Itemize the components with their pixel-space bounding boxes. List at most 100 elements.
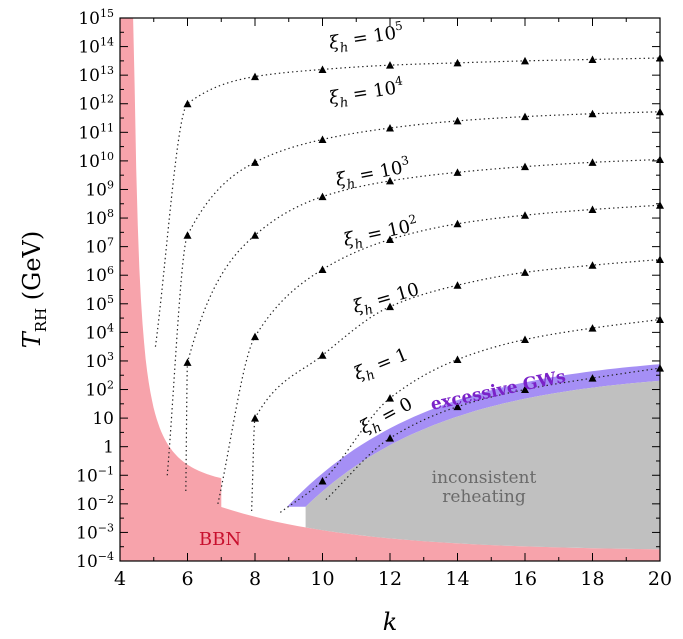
y-tick-label: 10−2 bbox=[76, 493, 114, 515]
y-tick-exponent: −1 bbox=[98, 464, 114, 477]
y-tick-base: 10 bbox=[76, 552, 98, 572]
curve-label-exponent: 4 bbox=[394, 73, 404, 88]
regions-layer bbox=[120, 18, 660, 561]
y-tick-exponent: 2 bbox=[107, 379, 114, 392]
data-marker-1-6 bbox=[588, 109, 597, 118]
y-tick-label: 108 bbox=[85, 207, 114, 229]
data-marker-0-3 bbox=[386, 61, 394, 69]
data-marker-4-5 bbox=[588, 261, 597, 269]
curve-label-value: = 10 bbox=[360, 216, 413, 247]
x-tick-label: 12 bbox=[378, 568, 402, 590]
data-marker-3-0 bbox=[251, 332, 259, 341]
series-curve-0 bbox=[154, 57, 661, 347]
y-tick-label: 1014 bbox=[78, 36, 114, 58]
y-tick-exponent: 14 bbox=[100, 36, 114, 49]
y-tick-base: 10 bbox=[85, 266, 107, 286]
data-marker-2-0 bbox=[183, 358, 192, 366]
data-marker-0-2 bbox=[318, 65, 327, 73]
data-marker-4-1 bbox=[318, 351, 327, 359]
y-tick-exponent: 6 bbox=[107, 264, 114, 277]
data-marker-5-1 bbox=[386, 394, 394, 402]
bbn-label: BBN bbox=[199, 529, 241, 550]
curve-label-subscript: h bbox=[346, 177, 357, 193]
x-tick-label: 10 bbox=[310, 568, 334, 590]
y-tick-exponent: 9 bbox=[107, 178, 114, 191]
x-axis-label: k bbox=[383, 608, 398, 636]
y-axis-label-main: T bbox=[18, 330, 46, 348]
curve-label-0: ξh = 105 bbox=[327, 18, 406, 57]
y-tick-base: 10 bbox=[78, 38, 100, 58]
curves-layer bbox=[154, 54, 664, 513]
curve-label-1: ξh = 104 bbox=[327, 73, 406, 113]
curve-label-subscript: h bbox=[363, 302, 375, 319]
data-marker-4-3 bbox=[453, 281, 462, 289]
bbn-region bbox=[120, 18, 660, 561]
curve-label-3: ξh = 102 bbox=[341, 212, 421, 255]
curve-label-value: = 1 bbox=[368, 344, 411, 378]
curve-label-exponent: 5 bbox=[394, 18, 404, 33]
curve-label-value: = 10 bbox=[346, 23, 398, 51]
frame-layer bbox=[119, 17, 661, 562]
y-axis-label-sub: RH bbox=[32, 308, 50, 332]
y-tick-label: 103 bbox=[85, 350, 114, 372]
y-tick-base: 10 bbox=[76, 523, 98, 543]
data-marker-1-4 bbox=[453, 116, 462, 125]
curve-label-subscript: h bbox=[353, 236, 364, 252]
y-tick-exponent: −2 bbox=[98, 493, 114, 506]
curve-label-subscript: h bbox=[339, 95, 350, 111]
y-tick-label: 102 bbox=[85, 379, 114, 401]
data-marker-2-5 bbox=[521, 162, 529, 171]
y-tick-exponent: 13 bbox=[100, 64, 114, 77]
y-tick-label: 105 bbox=[85, 293, 114, 315]
y-tick-base: 10 bbox=[76, 466, 98, 486]
y-tick-exponent: 12 bbox=[100, 93, 114, 106]
data-marker-0-0 bbox=[183, 99, 192, 108]
curve-label-symbol: ξ bbox=[327, 86, 341, 108]
y-tick-base: 10 bbox=[78, 152, 100, 172]
y-tick-base: 10 bbox=[92, 409, 114, 429]
x-tick-label: 14 bbox=[445, 568, 469, 590]
y-tick-label: 10−4 bbox=[76, 550, 114, 572]
y-tick-label: 10−1 bbox=[76, 464, 114, 486]
y-tick-label: 1 bbox=[103, 438, 114, 458]
y-tick-base: 10 bbox=[85, 323, 107, 343]
curve-label-value: = 10 bbox=[346, 78, 398, 106]
data-marker-6-3 bbox=[588, 374, 597, 382]
data-marker-1-5 bbox=[521, 112, 529, 121]
y-tick-label: 1012 bbox=[78, 93, 114, 115]
y-tick-base: 10 bbox=[78, 66, 100, 86]
data-marker-5-0 bbox=[318, 476, 327, 485]
x-tick-label: 4 bbox=[114, 568, 126, 590]
data-marker-1-0 bbox=[183, 231, 192, 239]
curve-label-symbol: ξ bbox=[327, 31, 341, 53]
data-marker-3-2 bbox=[386, 235, 394, 243]
data-marker-3-4 bbox=[521, 211, 529, 219]
series-curve-3 bbox=[217, 204, 661, 504]
curve-label-2: ξh = 103 bbox=[333, 153, 412, 195]
data-marker-3-5 bbox=[588, 205, 597, 213]
y-tick-exponent: 3 bbox=[107, 350, 114, 363]
labels-layer: 10−410−310−210−1110102103104105106107108… bbox=[18, 7, 672, 636]
data-marker-4-0 bbox=[251, 414, 259, 422]
data-marker-1-1 bbox=[251, 158, 259, 166]
x-tick-label: 6 bbox=[181, 568, 193, 590]
x-tick-label: 18 bbox=[580, 568, 604, 590]
y-axis-label: TRH (GeV) bbox=[18, 231, 50, 348]
curve-label-4: ξh = 10 bbox=[351, 279, 423, 322]
inconsistent-reheating-region bbox=[305, 380, 660, 550]
data-marker-2-2 bbox=[318, 192, 327, 201]
y-tick-exponent: 7 bbox=[107, 236, 114, 249]
inconsistent-reheating-label: reheating bbox=[442, 487, 526, 507]
curve-label-value: = 10 bbox=[352, 157, 405, 187]
y-tick-base: 1 bbox=[103, 438, 114, 458]
inconsistent-reheating-label: inconsistent bbox=[432, 468, 537, 488]
series-curve-6 bbox=[325, 367, 661, 500]
y-tick-base: 10 bbox=[78, 95, 100, 115]
x-tick-label: 8 bbox=[249, 568, 261, 590]
data-marker-1-3 bbox=[386, 124, 394, 132]
data-marker-5-3 bbox=[521, 335, 529, 344]
data-marker-5-4 bbox=[588, 324, 597, 332]
y-tick-exponent: 10 bbox=[100, 150, 114, 163]
y-tick-exponent: 5 bbox=[107, 293, 114, 306]
data-marker-6-1 bbox=[453, 402, 462, 411]
